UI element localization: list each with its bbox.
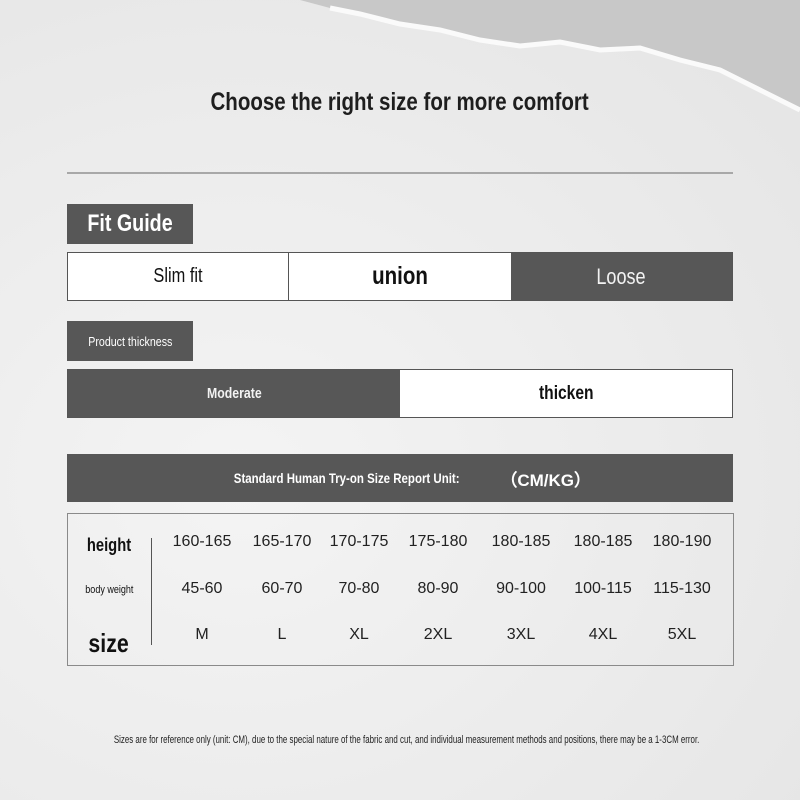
table-cell-height: 170-175 (329, 533, 389, 550)
table-cell-height: 175-180 (408, 533, 468, 550)
thickness-moderate-text: Moderate (206, 385, 262, 402)
fit-union-text: union (372, 262, 428, 290)
table-cell-height: 180-190 (652, 533, 712, 550)
thickness-label: Product thickness (67, 321, 193, 361)
fit-option-slim: Slim fit (68, 253, 290, 300)
row-label-height: height (70, 535, 148, 556)
fit-slim-text: Slim fit (153, 265, 203, 287)
fit-guide-options: Slim fit union Loose (67, 252, 733, 301)
torn-paper-decoration (300, 0, 800, 113)
title-text: Choose the right size for more comfort (210, 88, 590, 116)
table-cell-size: 4XL (588, 626, 618, 643)
table-cell-height: 165-170 (252, 533, 312, 550)
table-cell-height: 180-185 (491, 533, 551, 550)
table-cell-size: M (195, 626, 209, 643)
fit-loose-text: Loose (596, 263, 646, 289)
table-cell-weight: 60-70 (261, 580, 303, 597)
table-divider (151, 538, 152, 645)
row-label-size: size (70, 628, 148, 659)
table-cell-weight: 90-100 (496, 580, 546, 597)
footnote-text: Sizes are for reference only (unit: CM),… (113, 734, 700, 746)
size-label-text: size (88, 628, 130, 658)
thickness-label-text: Product thickness (87, 333, 173, 349)
fit-guide-label: Fit Guide (67, 204, 193, 244)
table-cell-weight: 100-115 (574, 580, 632, 597)
table-cell-size: 5XL (667, 626, 697, 643)
table-cell-height: 160-165 (172, 533, 232, 550)
page-title: Choose the right size for more comfort (0, 88, 800, 117)
fit-guide-text: Fit Guide (87, 210, 173, 237)
table-cell-weight: 70-80 (338, 580, 380, 597)
table-cell-size: XL (349, 626, 369, 643)
footnote: Sizes are for reference only (unit: CM),… (0, 734, 800, 746)
table-cell-size: 3XL (506, 626, 536, 643)
table-cell-size: 2XL (423, 626, 453, 643)
table-cell-height: 180-185 (573, 533, 633, 550)
table-cell-size: L (277, 626, 287, 643)
fit-option-union: union (289, 253, 511, 300)
thickness-thicken-text: thicken (538, 382, 594, 404)
banner-text: Standard Human Try-on Size Report Unit: (233, 470, 460, 486)
divider (67, 172, 733, 174)
thickness-options: Moderate thicken (67, 369, 733, 418)
banner-unit: （CM/KG） (500, 470, 592, 490)
height-label-text: height (86, 535, 132, 555)
thickness-thicken: thicken (400, 370, 732, 417)
fit-option-loose: Loose (510, 253, 732, 300)
size-report-banner: Standard Human Try-on Size Report Unit: … (67, 454, 733, 502)
thickness-moderate: Moderate (68, 370, 400, 417)
weight-label-text: body weight (84, 584, 134, 596)
table-cell-weight: 80-90 (417, 580, 459, 597)
size-table (67, 513, 734, 666)
table-cell-weight: 45-60 (181, 580, 223, 597)
row-label-weight: body weight (70, 584, 148, 596)
table-cell-weight: 115-130 (653, 580, 711, 597)
